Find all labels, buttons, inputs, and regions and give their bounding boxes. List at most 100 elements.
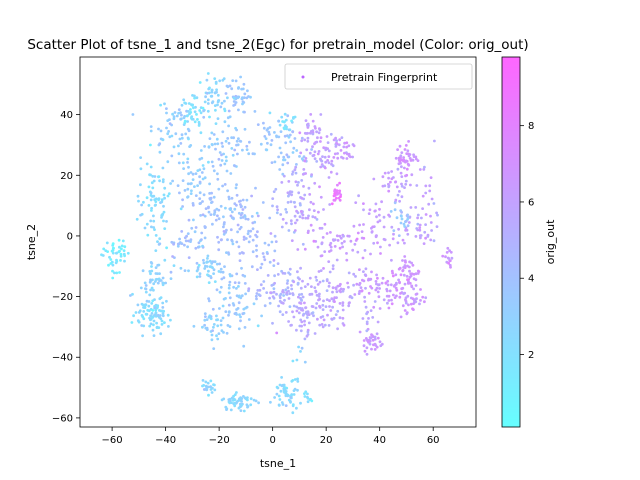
data-point: [161, 180, 165, 184]
data-point: [390, 298, 393, 302]
data-point: [388, 243, 391, 247]
data-point: [404, 182, 408, 186]
data-point: [158, 142, 162, 146]
data-point: [166, 132, 170, 136]
data-point: [404, 174, 407, 178]
data-point: [389, 210, 393, 213]
data-point: [150, 206, 154, 210]
data-point: [399, 315, 403, 319]
data-point: [193, 96, 197, 100]
data-point: [223, 162, 227, 166]
data-point: [295, 328, 298, 332]
data-point: [392, 176, 395, 179]
data-point: [169, 318, 172, 322]
data-point: [207, 205, 210, 209]
data-point: [205, 78, 209, 82]
data-point: [243, 215, 247, 218]
data-point: [291, 310, 294, 314]
data-point: [424, 296, 428, 300]
data-point: [399, 292, 402, 295]
data-point: [145, 162, 149, 166]
data-point: [292, 315, 296, 319]
data-point: [223, 107, 226, 111]
data-point: [149, 143, 152, 147]
data-point: [129, 294, 132, 297]
data-point: [154, 266, 158, 269]
data-point: [322, 267, 325, 270]
data-point: [239, 75, 243, 79]
data-point: [270, 284, 274, 287]
data-point: [343, 141, 346, 145]
data-point: [180, 230, 184, 233]
data-point: [229, 274, 232, 278]
data-point: [247, 229, 251, 233]
data-point: [389, 283, 393, 287]
data-point: [409, 206, 413, 209]
data-point: [367, 317, 370, 320]
data-point: [210, 131, 214, 135]
data-point: [358, 268, 361, 271]
data-point: [313, 332, 317, 335]
data-point: [110, 249, 114, 253]
data-point: [227, 313, 230, 317]
data-point: [233, 207, 237, 211]
data-point: [204, 95, 208, 99]
data-point: [312, 314, 315, 318]
data-point: [408, 157, 412, 160]
data-point: [266, 274, 270, 277]
data-point: [403, 186, 406, 190]
data-point: [136, 303, 140, 307]
data-point: [284, 118, 288, 122]
data-point: [205, 388, 209, 392]
data-point: [239, 409, 243, 412]
data-point: [235, 308, 239, 311]
data-point: [255, 248, 258, 252]
data-point: [329, 245, 333, 249]
data-point: [279, 292, 283, 296]
data-point: [101, 254, 105, 257]
y-tick-label: 40: [60, 110, 73, 121]
data-point: [204, 380, 208, 384]
data-point: [235, 203, 238, 207]
data-point: [293, 229, 297, 232]
data-point: [347, 304, 351, 308]
data-point: [109, 262, 113, 265]
data-point: [289, 200, 293, 204]
data-point: [392, 229, 396, 233]
data-point: [288, 292, 292, 295]
data-point: [270, 161, 274, 165]
data-point: [163, 186, 167, 190]
data-point: [375, 286, 379, 290]
data-point: [291, 359, 295, 363]
data-point: [243, 326, 247, 329]
data-point: [295, 309, 299, 313]
data-point: [201, 213, 205, 217]
data-point: [362, 202, 365, 206]
data-point: [166, 194, 170, 198]
data-point: [197, 263, 201, 267]
data-point: [299, 318, 303, 322]
data-point: [181, 179, 185, 183]
data-point: [444, 255, 447, 259]
data-point: [159, 129, 163, 133]
data-point: [240, 266, 243, 270]
data-point: [321, 315, 325, 318]
data-point: [162, 204, 165, 208]
y-tick-label: 0: [67, 231, 73, 242]
data-point: [306, 396, 310, 400]
data-point: [272, 259, 276, 262]
data-point: [163, 227, 167, 231]
data-point: [287, 155, 291, 159]
data-point: [323, 155, 327, 159]
data-point: [406, 224, 410, 228]
data-point: [180, 103, 184, 107]
data-point: [387, 189, 391, 193]
data-point: [177, 161, 181, 165]
data-point: [407, 140, 410, 143]
data-point: [209, 213, 213, 217]
y-tick-label: 20: [60, 171, 73, 182]
data-point: [398, 144, 402, 148]
data-point: [243, 396, 247, 400]
data-point: [253, 110, 257, 113]
data-point: [131, 113, 135, 116]
